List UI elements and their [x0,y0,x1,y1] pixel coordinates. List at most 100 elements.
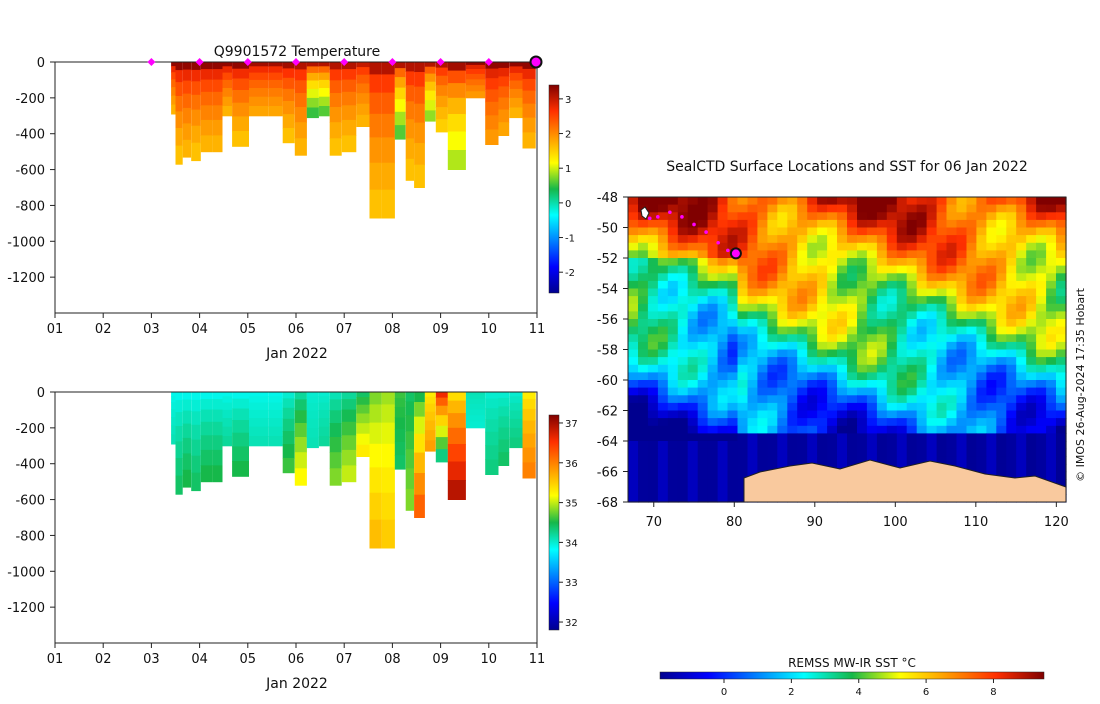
sst-cell [946,326,958,335]
y-tick-label: -1200 [7,601,45,616]
sst-cell [996,349,1007,358]
sst-cell [976,197,987,206]
profile-segment [329,468,342,486]
sst-cell [896,265,908,274]
sst-cell [817,326,828,335]
sst-cell [857,212,868,221]
sst-cell [876,296,888,305]
sst-cell [847,456,858,465]
sst-cell [926,273,938,282]
profile-segment [329,399,342,411]
profile-segment [294,399,307,411]
sst-cell [667,380,679,389]
x-tick-label: 90 [807,515,824,530]
sst-cell [677,319,689,328]
sst-cell [896,250,908,259]
profile-day-marker [147,58,156,66]
profile-segment [222,62,233,67]
profile-day-marker [243,58,252,66]
sst-cell [677,235,689,244]
sst-cell [767,235,778,244]
sst-cell [807,380,818,389]
sst-cell [667,387,679,396]
profile-segment [232,62,249,70]
sst-cell [707,441,719,450]
sst-cell [847,258,858,267]
sst-cell [886,357,898,366]
profile-segment [394,455,406,470]
sst-cell [1056,357,1067,366]
sst-cell [638,197,649,206]
sst-cell [1006,349,1017,358]
sst-cell [707,265,719,274]
sst-cell [677,441,689,450]
sst-cell [976,303,987,312]
sst-cell [906,364,918,373]
sst-cell [936,341,948,351]
sst-cell [847,380,858,389]
sst-cell [827,311,838,320]
sst-cell [916,334,928,343]
sst-cell [876,395,888,404]
sst-cell [777,235,788,244]
sst-cell [707,372,719,381]
profile-segment [329,138,342,156]
sst-cell [667,280,679,290]
sst-cell [628,494,639,503]
sst-cell [1056,418,1067,427]
sst-cell [807,334,818,343]
sst-cell [946,258,958,267]
sst-cell [1026,395,1037,404]
sst-field [628,197,1067,503]
sst-cell [916,242,928,251]
sst-cell [687,303,699,312]
profile-segment [356,413,370,424]
sst-cell [767,219,778,229]
profile-segment [435,85,448,97]
sst-cell [638,364,649,373]
sst-cell [787,410,798,419]
profile-segment [356,83,370,94]
sst-cell [667,349,679,358]
profile-segment [447,62,466,72]
sst-cell [737,242,749,251]
profile-segment [268,96,283,107]
sst-cell [767,372,778,381]
sst-cell [976,235,987,244]
sst-cell [847,387,858,396]
sst-cell [807,288,818,297]
sst-cell [807,235,818,244]
sst-cell [966,296,978,305]
sst-cell [1026,296,1037,305]
sst-cell [936,311,948,320]
x-tick-label: 06 [288,322,305,337]
sst-cell [896,288,908,297]
sst-cell [797,341,808,351]
profile-segment [447,97,466,115]
profile-segment [522,62,536,70]
sst-cell [677,258,689,267]
sst-cell [1026,387,1037,396]
sst-cell [697,235,709,244]
sst-cell [767,258,778,267]
y-tick-label: -54 [597,283,618,298]
sst-cell [747,197,759,206]
sst-cell [707,341,719,351]
sst-cell [1056,250,1067,259]
sst-cell [1026,326,1037,335]
sst-cell [976,349,987,358]
sst-cell [647,418,659,427]
profile-segment [232,461,249,477]
profile-segment [175,475,183,495]
sst-cell [687,380,699,389]
sst-cell [996,463,1007,473]
sst-cell [926,441,938,450]
profile-segment [232,408,249,421]
sst-cell [1006,212,1017,221]
sst-cell [757,235,768,244]
profile-segment [522,132,536,149]
sst-cell [896,296,908,305]
profile-segment [414,72,425,88]
sst-cell [717,326,729,335]
sst-cell [946,273,958,282]
